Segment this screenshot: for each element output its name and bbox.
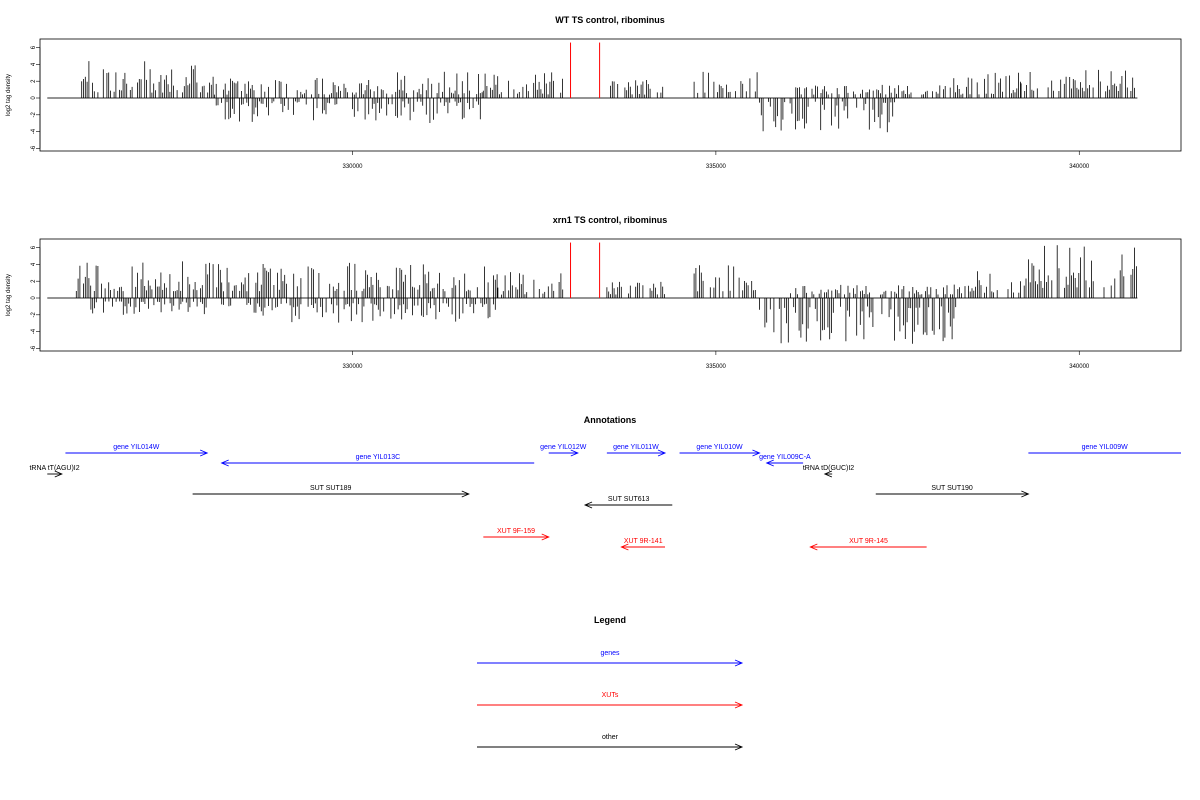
wt-panel-title: WT TS control, ribominus — [555, 15, 665, 25]
y-tick-label: 2 — [31, 279, 37, 283]
legend-label: genes — [600, 650, 620, 657]
y-tick-label: -2 — [31, 111, 37, 117]
annotation-features: gene YIL014W gene YIL013C tRNA tT(AGU)I2 SU… — [29, 444, 1181, 551]
arrow-head — [583, 501, 593, 509]
legend-entry: other — [477, 734, 744, 751]
x-tick-label: 335000 — [706, 364, 727, 370]
annotation-feature: gene YIL009W — [1028, 444, 1181, 454]
arrow-head — [734, 743, 744, 751]
arrow-head — [54, 470, 63, 478]
annotation-feature: XUT 9F-159 — [483, 528, 550, 541]
wt-coverage-panel: WT TS control, ribominus 6 4 2 0 -2 -4 -6 3300… — [6, 15, 1182, 170]
xrn1-y-axis-label: log2 tag density — [6, 274, 12, 316]
annotation-feature: gene YIL010W — [679, 444, 761, 457]
y-tick-label: 0 — [31, 96, 37, 100]
feature-label: gene YIL011W — [613, 444, 659, 451]
annotations-title: Annotations — [584, 415, 637, 425]
wt-bar-group — [47, 42, 1138, 133]
arrow-head — [220, 459, 229, 467]
legend-title: Legend — [594, 615, 626, 625]
y-tick-label: 0 — [31, 296, 37, 300]
arrow-head — [657, 449, 667, 457]
xrn1-coverage-panel: xrn1 TS control, ribominus 6 4 2 0 -2 -4 -6 33… — [6, 215, 1182, 370]
annotation-feature: SUT SUT189 — [192, 485, 470, 498]
arrow-head — [541, 533, 550, 541]
annotation-feature: XUT 9R-145 — [809, 538, 927, 551]
y-tick-label: -2 — [31, 311, 37, 317]
y-tick-label: 6 — [31, 45, 37, 49]
annotation-feature: gene YIL009C-A — [759, 454, 811, 467]
feature-label: SUT SUT189 — [310, 485, 352, 492]
feature-label: gene YIL010W — [696, 444, 743, 451]
legend-entries: genes XUTs other — [477, 650, 744, 751]
annotation-feature: gene YIL014W — [65, 444, 209, 457]
feature-label: gene YIL013C — [356, 454, 401, 461]
x-tick-label: 335000 — [706, 164, 727, 170]
annotation-feature: gene YIL011W — [606, 444, 667, 457]
legend-entry: genes — [477, 650, 744, 667]
y-tick-label: 4 — [31, 62, 37, 66]
annotation-feature: gene YIL013C — [220, 454, 535, 467]
feature-label: XUT 9R-141 — [624, 538, 663, 545]
annotation-feature: SUT SUT613 — [583, 496, 673, 509]
xrn1-panel-title: xrn1 TS control, ribominus — [553, 215, 668, 225]
y-tick-label: -6 — [31, 345, 37, 351]
feature-label: gene YIL014W — [113, 444, 160, 451]
arrow-head — [823, 470, 833, 478]
arrow-head — [809, 543, 818, 551]
arrow-head — [734, 701, 744, 709]
feature-label: tRNA tT(AGU)I2 — [29, 465, 79, 472]
legend-entry: XUTs — [477, 692, 744, 709]
arrow-head — [1021, 490, 1030, 498]
annotation-feature: tRNA tT(AGU)I2 — [29, 465, 80, 478]
xrn1-x-axis: 330000 335000 340000 — [342, 351, 1090, 370]
xrn1-bar-group — [47, 242, 1138, 344]
feature-label: SUT SUT190 — [931, 485, 973, 492]
y-tick-label: -4 — [31, 328, 37, 334]
legend: Legend genes XUTs other — [477, 615, 744, 751]
legend-label: other — [602, 734, 619, 741]
arrow-head — [620, 543, 629, 551]
x-tick-label: 330000 — [342, 364, 363, 370]
y-tick-label: -6 — [31, 145, 37, 151]
wt-y-axis: 6 4 2 0 -2 -4 -6 — [31, 45, 41, 151]
annotation-feature: SUT SUT190 — [875, 485, 1030, 498]
y-tick-label: 4 — [31, 262, 37, 266]
xrn1-y-axis: 6 4 2 0 -2 -4 -6 — [31, 245, 41, 351]
wt-x-axis: 330000 335000 340000 — [342, 151, 1090, 170]
feature-label: XUT 9F-159 — [497, 528, 535, 535]
arrow-head — [734, 659, 744, 667]
arrow-head — [765, 459, 774, 467]
arrow-head — [570, 449, 579, 457]
arrow-head — [752, 449, 761, 457]
arrow-head — [461, 490, 470, 498]
feature-label: XUT 9R-145 — [849, 538, 888, 545]
y-tick-label: 6 — [31, 245, 37, 249]
annotation-feature: tRNA tD(GUC)I2 — [803, 465, 854, 478]
annotations-track: Annotations gene YIL014W gene YIL013C tRNA… — [29, 415, 1181, 551]
feature-label: gene YIL009C-A — [759, 454, 811, 461]
y-tick-label: -4 — [31, 128, 37, 134]
arrow-head — [199, 449, 209, 457]
x-tick-label: 330000 — [342, 164, 363, 170]
y-tick-label: 2 — [31, 79, 37, 83]
feature-label: SUT SUT613 — [608, 496, 650, 503]
feature-label: tRNA tD(GUC)I2 — [803, 465, 854, 472]
annotation-feature: XUT 9R-141 — [620, 538, 666, 551]
x-tick-label: 340000 — [1069, 364, 1090, 370]
legend-label: XUTs — [602, 692, 619, 699]
feature-label: gene YIL009W — [1082, 444, 1129, 451]
feature-label: gene YIL012W — [540, 444, 587, 451]
wt-y-axis-label: log2 tag density — [6, 74, 12, 116]
x-tick-label: 340000 — [1069, 164, 1090, 170]
annotation-feature: gene YIL012W — [540, 444, 587, 457]
